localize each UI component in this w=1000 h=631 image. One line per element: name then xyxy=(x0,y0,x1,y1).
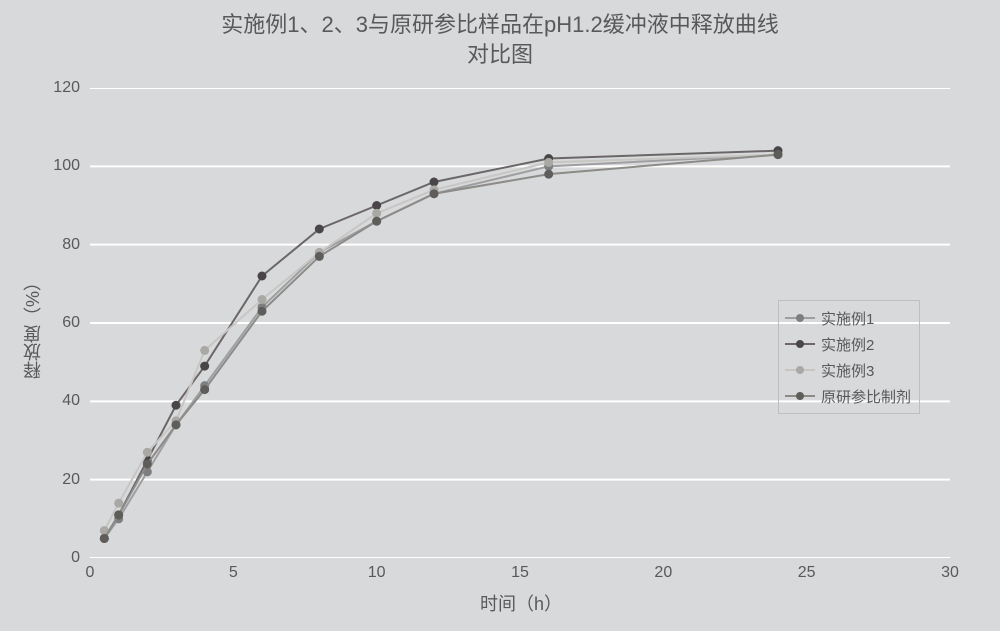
legend-item-3: 原研参比制剂 xyxy=(783,383,911,409)
y-tick-label: 100 xyxy=(53,157,80,175)
chart-container: 实施例1、2、3与原研参比样品在pH1.2缓冲液中释放曲线 对比图 0 20 40 6… xyxy=(0,0,1000,631)
x-tick-label: 0 xyxy=(86,564,95,582)
series-marker-3 xyxy=(774,150,783,159)
series-marker-3 xyxy=(430,189,439,198)
series-marker-1 xyxy=(315,225,324,234)
legend-label: 实施例2 xyxy=(821,334,874,355)
series-marker-3 xyxy=(258,307,267,316)
legend-item-1: 实施例2 xyxy=(783,331,911,357)
series-marker-3 xyxy=(172,420,181,429)
series-marker-3 xyxy=(100,534,109,543)
y-tick-label: 60 xyxy=(62,314,80,332)
legend-label: 原研参比制剂 xyxy=(821,386,911,407)
series-marker-2 xyxy=(200,346,209,355)
x-tick-label: 10 xyxy=(368,564,386,582)
series-marker-3 xyxy=(200,385,209,394)
x-tick-label: 15 xyxy=(511,564,529,582)
series-marker-1 xyxy=(172,401,181,410)
y-tick-label: 20 xyxy=(62,471,80,489)
series-marker-2 xyxy=(114,499,123,508)
legend-label: 实施例1 xyxy=(821,308,874,329)
x-tick-label: 20 xyxy=(654,564,672,582)
series-line-2 xyxy=(104,155,778,531)
legend-swatch-icon xyxy=(783,334,817,354)
chart-title: 实施例1、2、3与原研参比样品在pH1.2缓冲液中释放曲线 对比图 xyxy=(0,10,1000,69)
series-marker-3 xyxy=(372,217,381,226)
legend-swatch-icon xyxy=(783,360,817,380)
x-axis-label: 时间（h） xyxy=(480,590,562,616)
series-marker-3 xyxy=(544,170,553,179)
series-marker-3 xyxy=(143,460,152,469)
series-marker-2 xyxy=(544,158,553,167)
series-marker-1 xyxy=(372,201,381,210)
legend-item-2: 实施例3 xyxy=(783,357,911,383)
y-tick-label: 120 xyxy=(53,79,80,97)
series-marker-1 xyxy=(200,362,209,371)
y-axis-label: 释放度（%） xyxy=(20,273,46,379)
series-marker-2 xyxy=(143,448,152,457)
legend-swatch-icon xyxy=(783,308,817,328)
legend-item-0: 实施例1 xyxy=(783,305,911,331)
x-tick-label: 30 xyxy=(941,564,959,582)
series-marker-1 xyxy=(430,178,439,187)
y-tick-label: 0 xyxy=(71,549,80,567)
legend-swatch-icon xyxy=(783,386,817,406)
y-tick-label: 40 xyxy=(62,392,80,410)
x-tick-label: 25 xyxy=(798,564,816,582)
x-tick-label: 5 xyxy=(229,564,238,582)
series-marker-2 xyxy=(258,295,267,304)
series-marker-1 xyxy=(258,272,267,281)
series-marker-2 xyxy=(372,209,381,218)
series-marker-3 xyxy=(114,510,123,519)
legend: 实施例1 实施例2 实施例3 原研参比制剂 xyxy=(778,300,920,414)
y-tick-label: 80 xyxy=(62,236,80,254)
series-marker-3 xyxy=(315,252,324,261)
legend-label: 实施例3 xyxy=(821,360,874,381)
